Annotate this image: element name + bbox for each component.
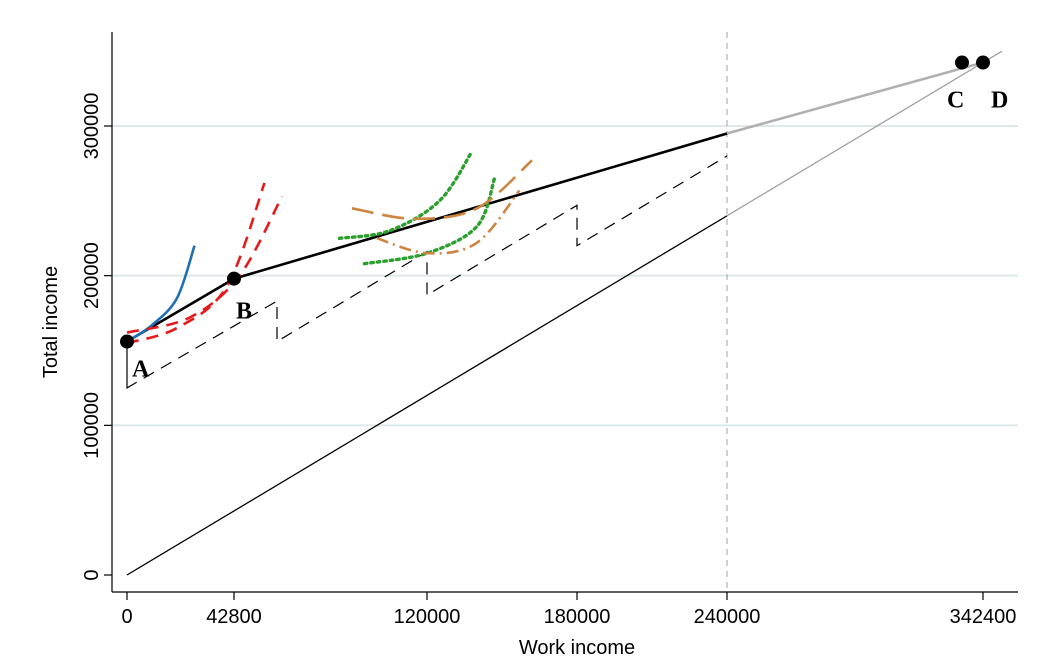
indifference-curve	[126, 182, 266, 345]
labeled-points: A B C D	[120, 55, 1008, 383]
series-line	[726, 50, 1003, 217]
y-tick-label: 200000	[81, 242, 103, 309]
y-tick-label: 300000	[81, 93, 103, 160]
series-line	[126, 155, 728, 389]
gridlines	[112, 125, 1018, 427]
indifference-curve	[126, 195, 284, 334]
x-tick-label: 0	[121, 606, 132, 628]
y-tick-label: 0	[81, 569, 103, 580]
point-marker	[227, 271, 241, 286]
series-line	[126, 215, 728, 576]
x-tick-label: 342400	[950, 606, 1017, 628]
point-marker	[120, 334, 134, 349]
indifference-curve	[376, 189, 521, 255]
x-tick-label: 42800	[206, 606, 262, 628]
point-label: C	[947, 88, 964, 114]
point-marker	[976, 55, 990, 70]
indifference-curve	[337, 149, 474, 240]
indifference-curve	[126, 245, 196, 343]
axes: 0 100000 200000 300000 0 42800 120000 180000 240…	[81, 32, 1018, 628]
point-marker	[955, 55, 969, 70]
series-line	[726, 61, 984, 135]
point-label: D	[991, 88, 1008, 114]
x-tick-label: 120000	[394, 606, 461, 628]
data-series	[126, 32, 1003, 592]
x-tick-label: 180000	[544, 606, 611, 628]
y-axis-title: Total income	[40, 266, 62, 378]
point-label: B	[236, 299, 252, 325]
y-tick-label: 100000	[81, 392, 103, 459]
point-label: A	[132, 357, 150, 383]
series-line	[126, 132, 728, 343]
x-tick-label: 240000	[694, 606, 761, 628]
x-axis-title: Work income	[519, 637, 635, 659]
indifference-curve	[351, 159, 533, 221]
